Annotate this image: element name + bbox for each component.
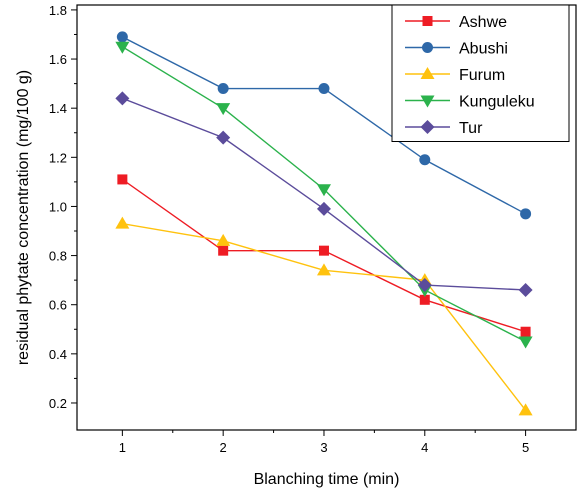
x-axis-title: Blanching time (min): [254, 471, 400, 488]
y-tick-label: 1.8: [49, 3, 67, 18]
data-point-ashwe: [318, 245, 329, 256]
legend-label-ashwe: Ashwe: [459, 14, 507, 31]
y-tick-label: 0.6: [49, 298, 67, 313]
data-point-abushi: [419, 154, 431, 166]
data-point-kunguleku: [316, 184, 331, 197]
x-tick-label: 1: [119, 440, 126, 455]
legend-item-furum: Furum: [405, 67, 505, 84]
legend-label-abushi: Abushi: [459, 41, 508, 58]
legend: Ashwe Abushi Furum Kunguleku Tur: [391, 4, 570, 142]
series-ashwe: [117, 174, 531, 337]
data-point-ashwe: [117, 174, 128, 185]
data-point-tur: [417, 278, 432, 293]
data-point-tur: [518, 282, 533, 297]
legend-box: [391, 4, 570, 142]
legend-marker-tur: [420, 120, 435, 134]
x-tick-label: 2: [220, 440, 227, 455]
plot-border: [76, 4, 577, 431]
y-tick-label: 0.2: [49, 396, 67, 411]
series-layer: [115, 31, 533, 416]
data-point-tur: [316, 201, 331, 216]
data-point-furum: [316, 263, 331, 276]
data-point-ashwe: [520, 326, 531, 337]
y-tick-label: 1.2: [49, 150, 67, 165]
y-tick-label: 0.4: [49, 347, 67, 362]
data-point-furum: [518, 403, 533, 416]
legend-item-kunguleku: Kunguleku: [405, 94, 535, 111]
data-point-kunguleku: [115, 41, 130, 54]
legend-marker-furum: [420, 67, 435, 79]
legend-item-tur: Tur: [405, 120, 483, 137]
x-tick-label: 4: [421, 440, 428, 455]
legend-marker-abushi: [422, 42, 433, 53]
legend-marker-kunguleku: [420, 95, 435, 108]
x-axis-ticks: 1 2 3 4 5: [119, 430, 529, 455]
legend-label-tur: Tur: [459, 120, 483, 137]
legend-label-kunguleku: Kunguleku: [459, 94, 535, 111]
series-abushi: [116, 31, 532, 220]
data-point-ashwe: [419, 294, 430, 305]
data-point-furum: [216, 233, 231, 246]
data-point-tur: [216, 130, 231, 145]
y-tick-label: 1.4: [49, 101, 67, 116]
data-point-ashwe: [218, 245, 229, 256]
data-point-kunguleku: [518, 336, 533, 349]
series-tur: [115, 91, 533, 297]
legend-marker-ashwe: [422, 16, 433, 26]
legend-item-abushi: Abushi: [405, 41, 508, 58]
plot-frame: [76, 4, 577, 431]
data-point-abushi: [318, 83, 330, 95]
y-tick-label: 0.8: [49, 249, 67, 264]
data-point-furum: [115, 216, 130, 229]
data-point-kunguleku: [216, 103, 231, 116]
y-axis-title: residual phytate concentration (mg/100 g…: [15, 70, 32, 365]
y-tick-label: 1.0: [49, 199, 67, 214]
x-tick-label: 3: [320, 440, 327, 455]
data-point-tur: [115, 91, 130, 106]
legend-item-ashwe: Ashwe: [405, 14, 507, 31]
x-tick-label: 5: [522, 440, 529, 455]
series-furum: [115, 216, 533, 416]
data-point-abushi: [116, 31, 128, 43]
y-axis-ticks: 0.2 0.4 0.6 0.8 1.0 1.2 1.4 1.6 1.8: [49, 3, 77, 411]
legend-label-furum: Furum: [459, 67, 505, 84]
data-point-abushi: [217, 83, 229, 95]
y-tick-label: 1.6: [49, 52, 67, 67]
data-point-abushi: [520, 208, 532, 220]
